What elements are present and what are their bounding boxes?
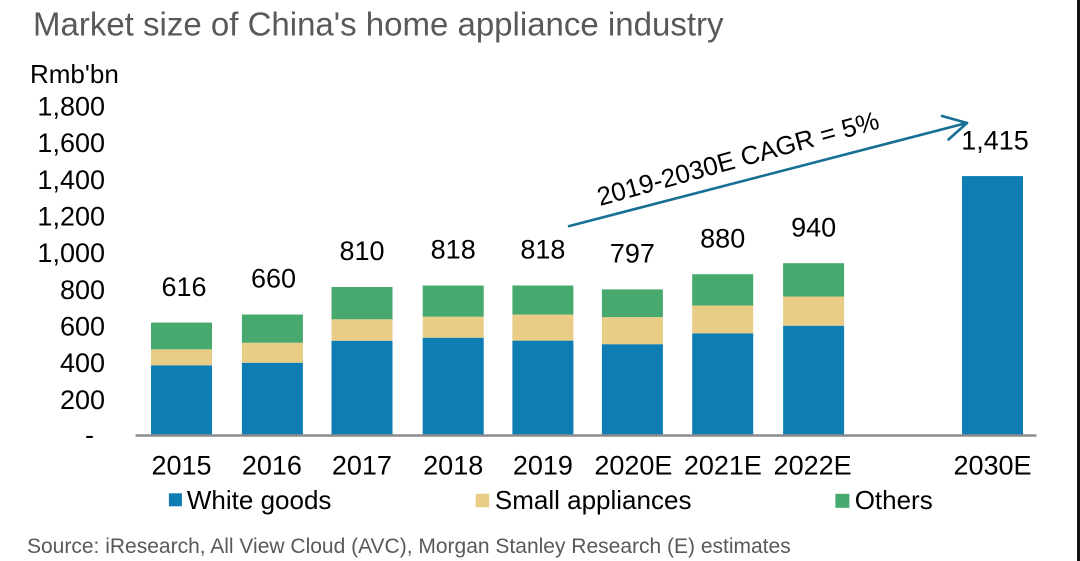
svg-text:Market size of China's home ap: Market size of China's home appliance in… bbox=[33, 6, 724, 43]
svg-text:1,400: 1,400 bbox=[37, 165, 105, 195]
svg-text:2022E: 2022E bbox=[774, 451, 852, 481]
svg-text:2021E: 2021E bbox=[684, 451, 762, 481]
svg-text:1,200: 1,200 bbox=[37, 202, 105, 232]
svg-text:810: 810 bbox=[339, 236, 384, 266]
svg-text:940: 940 bbox=[791, 212, 836, 242]
svg-text:1,600: 1,600 bbox=[37, 128, 105, 158]
svg-text:2018: 2018 bbox=[423, 451, 483, 481]
svg-text:Source: iResearch, All View Cl: Source: iResearch, All View Cloud (AVC),… bbox=[27, 535, 791, 558]
svg-text:1,415: 1,415 bbox=[961, 126, 1029, 156]
svg-text:2016: 2016 bbox=[242, 451, 302, 481]
svg-text:Small appliances: Small appliances bbox=[495, 485, 692, 515]
svg-text:797: 797 bbox=[610, 239, 655, 269]
svg-text:2020E: 2020E bbox=[594, 451, 672, 481]
svg-text:800: 800 bbox=[60, 275, 105, 305]
svg-text:Rmb'bn: Rmb'bn bbox=[30, 59, 119, 89]
svg-text:880: 880 bbox=[700, 223, 745, 253]
svg-text:2017: 2017 bbox=[332, 451, 392, 481]
svg-text:White goods: White goods bbox=[187, 485, 332, 515]
svg-text:818: 818 bbox=[520, 235, 565, 265]
svg-text:Others: Others bbox=[855, 485, 933, 515]
svg-text:-: - bbox=[85, 420, 94, 450]
svg-text:200: 200 bbox=[60, 385, 105, 415]
svg-text:1,800: 1,800 bbox=[37, 92, 105, 122]
svg-text:2015: 2015 bbox=[151, 451, 211, 481]
svg-text:400: 400 bbox=[60, 348, 105, 378]
svg-text:818: 818 bbox=[431, 235, 476, 265]
svg-text:2019: 2019 bbox=[513, 451, 573, 481]
svg-text:1,000: 1,000 bbox=[37, 238, 105, 268]
svg-text:660: 660 bbox=[251, 264, 296, 294]
svg-text:2030E: 2030E bbox=[953, 451, 1031, 481]
svg-text:616: 616 bbox=[161, 272, 206, 302]
svg-text:600: 600 bbox=[60, 312, 105, 342]
